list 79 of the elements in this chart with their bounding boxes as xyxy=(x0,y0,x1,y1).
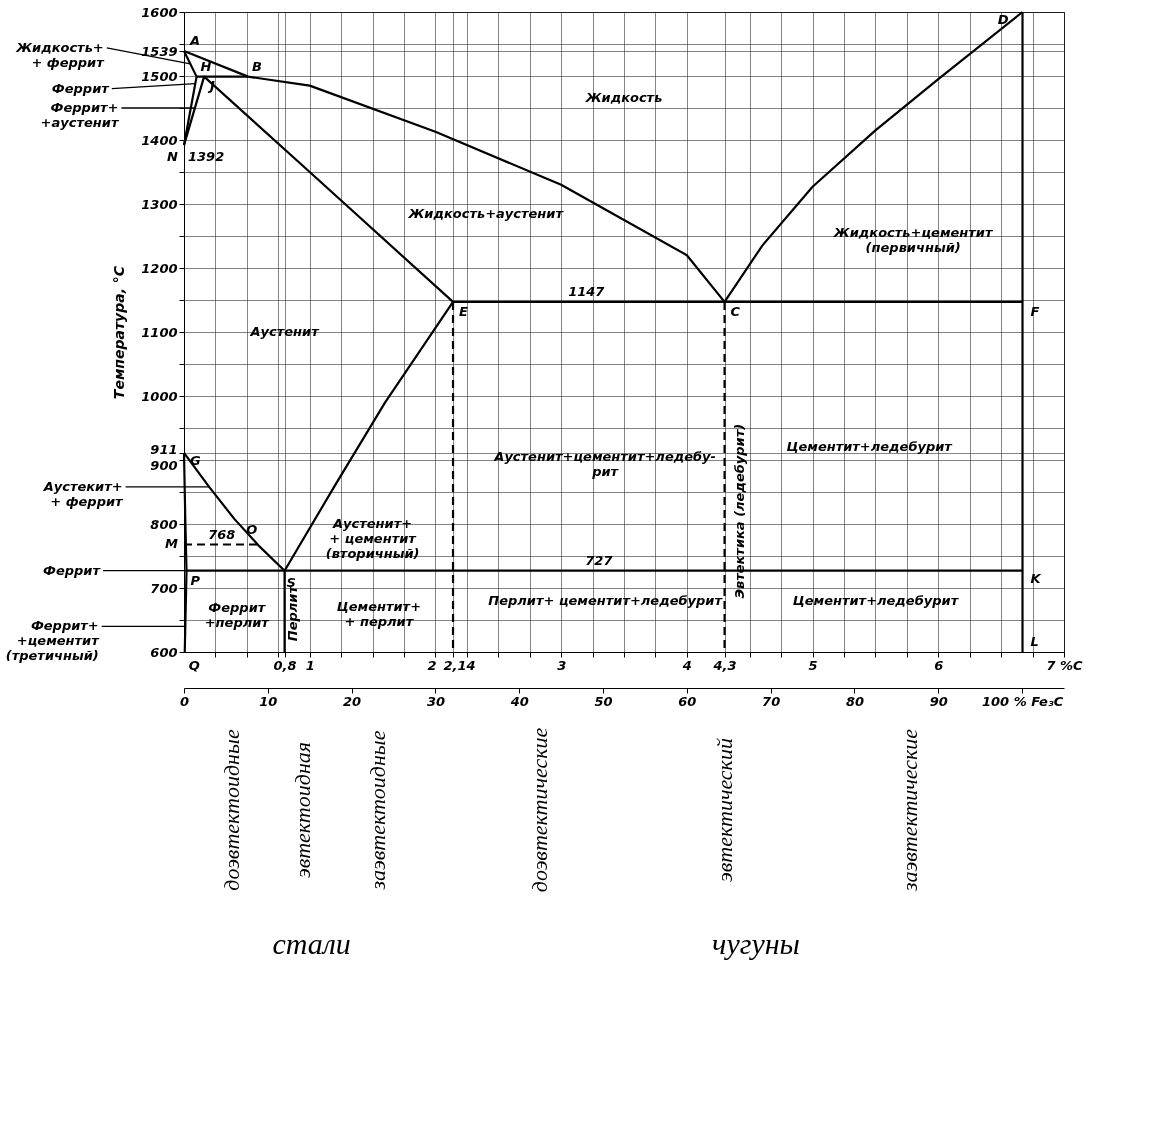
text: доэвтектические xyxy=(527,727,553,893)
x2-tick-label: 60 xyxy=(678,693,697,709)
text: заэвтектические xyxy=(897,728,922,893)
y-tick-label: 1539 xyxy=(141,43,178,59)
y-tick-label: 600 xyxy=(150,644,178,660)
annotation: B xyxy=(252,58,263,74)
x-tick-label: 7 %C xyxy=(1046,657,1084,673)
annotation: O xyxy=(246,522,258,538)
annotation: Аустенит+цементит+ледебу- рит xyxy=(493,448,716,479)
annotation: Феррит xyxy=(51,80,111,96)
annotation: F xyxy=(1030,303,1040,319)
x2-tick-label: 40 xyxy=(509,693,529,709)
y-tick-label: 1200 xyxy=(141,260,178,276)
y-tick-label: 700 xyxy=(150,580,178,596)
annotation: N xyxy=(167,149,179,165)
x2-tick-label: 30 xyxy=(426,693,445,709)
text: стали xyxy=(272,927,351,960)
annotation: Аустенит xyxy=(249,324,321,339)
y-tick-label: 911 xyxy=(150,442,178,458)
annotation: P xyxy=(190,572,201,588)
annotation: Цементит+ + перлит xyxy=(336,599,422,630)
annotation: Q xyxy=(188,658,200,673)
x-tick-label: 6 xyxy=(934,657,944,673)
annotation: D xyxy=(997,12,1009,27)
annotation: Феррит xyxy=(43,562,102,578)
x2-tick-label: 10 xyxy=(259,693,278,709)
text: эвтектический xyxy=(712,738,738,882)
x-tick-label: 2 xyxy=(427,657,437,673)
x-tick-label: 5 xyxy=(808,657,818,673)
x-tick-label: 0,8 xyxy=(273,657,297,673)
x2-tick-label: 0 xyxy=(179,693,190,709)
text: доэвтектоидные xyxy=(219,729,245,891)
annotation: Феррит +перлит xyxy=(204,600,271,631)
annotation: 1392 xyxy=(188,149,225,165)
annotation: Перлит+ цементит+ледебурит xyxy=(488,592,724,608)
x-tick-label: 1 xyxy=(305,657,315,673)
y-tick-label: 900 xyxy=(150,457,178,473)
y-tick-label: 1100 xyxy=(141,324,178,340)
y-tick-label: 1000 xyxy=(141,388,178,404)
annotation: Феррит+ +аустенит xyxy=(40,100,120,130)
annotation: 1147 xyxy=(568,283,606,299)
x-tick-label: 2,14 xyxy=(443,657,476,673)
x2-tick-label: 90 xyxy=(929,693,948,709)
x2-tick-label: 50 xyxy=(594,693,613,709)
x2-tick-label: 100 % Fe₃C xyxy=(982,693,1064,709)
annotation: Жидкость+ + феррит xyxy=(15,39,106,70)
y-tick-label: 1500 xyxy=(141,68,178,84)
annotation: Аустенит+ + цементит (вторичный) xyxy=(325,516,420,561)
annotation: Жидкость+аустенит xyxy=(407,205,565,221)
text: заэвтектоидные xyxy=(364,730,390,891)
annotation: M xyxy=(165,536,179,552)
text: эвтектоидная xyxy=(289,741,315,879)
text: чугуны xyxy=(712,927,800,960)
x2-tick-label: 70 xyxy=(762,693,781,709)
annotation: A xyxy=(189,33,201,49)
annotation: Жидкость xyxy=(584,90,663,106)
annotation: Эвтектика (ледебурит) xyxy=(731,423,747,599)
x-tick-label: 4 xyxy=(681,657,692,673)
annotation: 727 xyxy=(585,552,614,568)
annotation: E xyxy=(459,303,469,319)
annotation: Жидкость+цементит (первичный) xyxy=(832,224,994,255)
x-tick-label: 4,3 xyxy=(712,657,737,673)
y-tick-label: 800 xyxy=(150,516,178,532)
annotation: Цементит+ледебурит xyxy=(792,592,960,608)
annotation: K xyxy=(1030,570,1042,586)
y-axis-title: Температура, °C xyxy=(111,265,128,400)
x-tick-label: 3 xyxy=(557,657,567,673)
annotation: H xyxy=(200,58,212,74)
annotation: L xyxy=(1030,634,1039,649)
annotation: C xyxy=(730,303,741,319)
annotation: Цементит+ледебурит xyxy=(786,439,954,455)
x2-tick-label: 20 xyxy=(343,693,362,709)
annotation: 768 xyxy=(208,527,236,543)
y-tick-label: 1300 xyxy=(141,196,178,212)
x2-tick-label: 80 xyxy=(845,693,865,709)
annotation: Феррит+ +цементит (третичный) xyxy=(5,618,101,664)
annotation: Аустекит+ + феррит xyxy=(42,478,125,509)
y-tick-label: 1600 xyxy=(141,4,178,20)
y-tick-label: 1400 xyxy=(141,132,178,148)
